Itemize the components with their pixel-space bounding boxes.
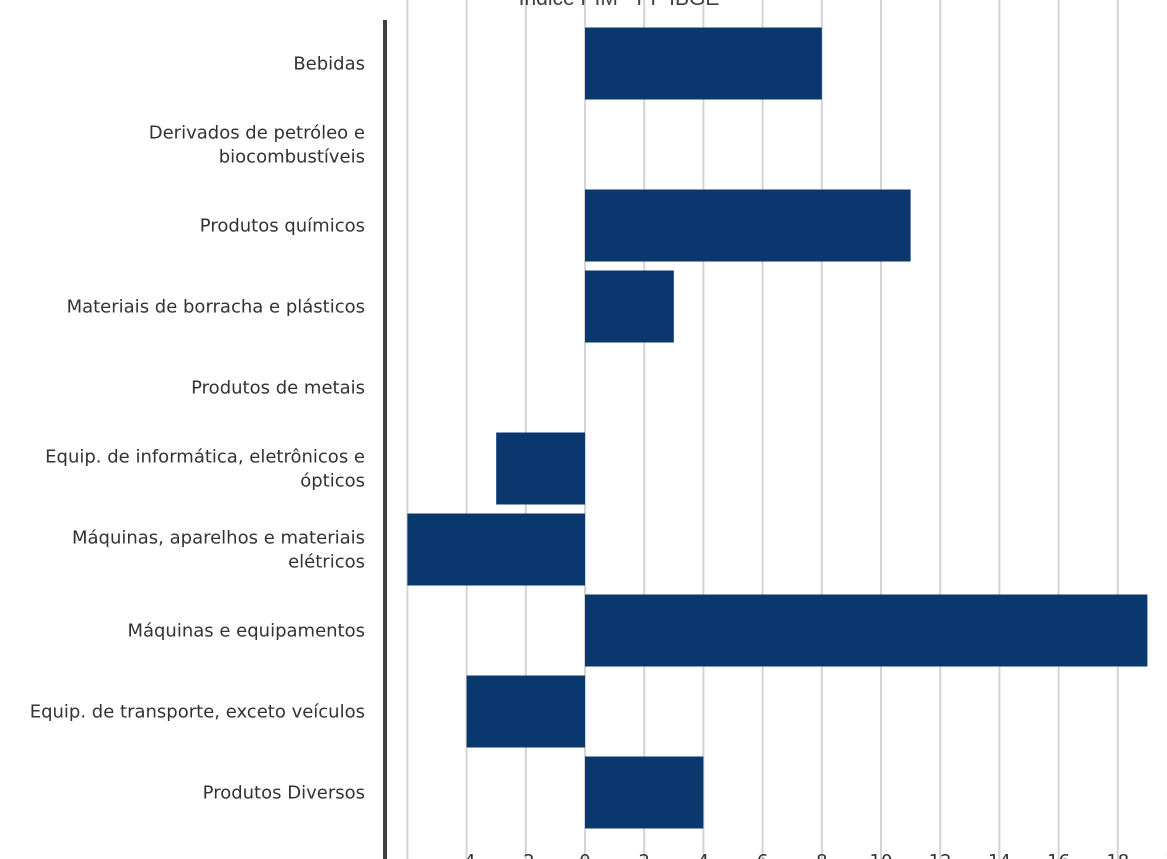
category-label: Produtos químicos — [200, 216, 365, 237]
category-label: ópticos — [300, 471, 365, 492]
x-tick-label: 18 — [1106, 851, 1129, 859]
category-label: Equip. de transporte, exceto veículos — [30, 702, 365, 723]
chart-title: Índice PIM - PF IBGE — [519, 0, 720, 10]
category-label: elétricos — [288, 552, 365, 573]
category-label: Produtos de metais — [191, 378, 365, 399]
bar — [585, 756, 704, 829]
x-tick-label: 20 — [1166, 851, 1167, 859]
category-label: Materiais de borracha e plásticos — [67, 297, 365, 318]
bar — [585, 594, 1148, 667]
x-tick-label: 14 — [988, 851, 1011, 859]
bar — [585, 270, 674, 343]
category-label: Bebidas — [293, 54, 365, 75]
x-tick-label: 4 — [698, 851, 709, 859]
x-tick-label: 16 — [1047, 851, 1070, 859]
x-tick-label: 10 — [870, 851, 893, 859]
gridlines — [406, 0, 1119, 859]
bar — [585, 189, 911, 262]
bars — [407, 27, 1148, 829]
bar — [496, 432, 585, 505]
x-tick-label: 0 — [579, 851, 590, 859]
x-tick-label: -4 — [458, 851, 476, 859]
category-label: Produtos Diversos — [203, 783, 365, 804]
bar — [407, 513, 585, 586]
x-tick-label: 8 — [816, 851, 827, 859]
x-tick-labels: -4 -2 0 2 4 6 8 10 12 14 16 18 20 — [458, 851, 1167, 859]
bar — [585, 27, 822, 100]
category-label: biocombustíveis — [219, 147, 365, 168]
category-labels: Bebidas Derivados de petróleo e biocombust… — [30, 54, 365, 804]
category-label: Máquinas, aparelhos e materiais — [72, 528, 365, 549]
category-label: Máquinas e equipamentos — [127, 621, 365, 642]
x-tick-label: 6 — [757, 851, 768, 859]
category-label: Derivados de petróleo e — [149, 123, 365, 144]
category-label: Equip. de informática, eletrônicos e — [45, 447, 365, 468]
bar — [466, 675, 585, 748]
x-tick-label: 2 — [638, 851, 649, 859]
x-tick-label: -2 — [517, 851, 535, 859]
x-tick-label: 12 — [929, 851, 952, 859]
